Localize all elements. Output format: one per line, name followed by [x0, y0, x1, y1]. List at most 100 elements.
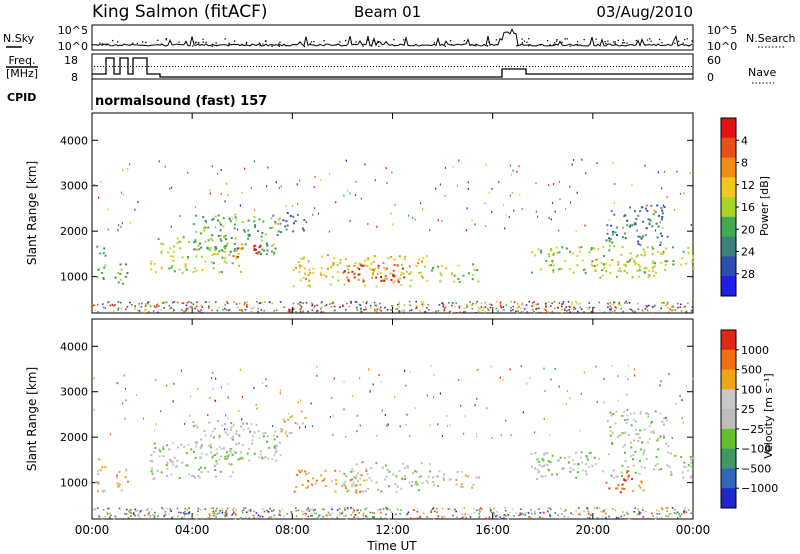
- power-cell: [222, 225, 225, 228]
- nave-dot: [484, 66, 485, 67]
- velocity-noise-cell: [311, 515, 314, 517]
- velocity-noise-cell: [208, 513, 211, 515]
- power-cell: [648, 269, 651, 272]
- freq-label-2: [MHz]: [6, 67, 38, 80]
- velocity-noise-cell: [263, 510, 266, 513]
- nsearch-dot: [258, 42, 260, 44]
- velocity-noise-cell: [128, 510, 130, 513]
- power-cell: [602, 245, 605, 248]
- power-sparse-cell: [439, 183, 441, 186]
- velocity-cell: [650, 422, 652, 425]
- nave-dot: [565, 66, 566, 67]
- power-noise-cell: [311, 309, 314, 311]
- power-sparse-cell: [608, 219, 610, 222]
- power-sparse-cell: [355, 180, 357, 183]
- power-noise-cell: [458, 305, 461, 307]
- power-noise-cell: [316, 309, 318, 312]
- power-noise-cell: [185, 308, 188, 311]
- power-cell: [647, 218, 650, 221]
- velocity-noise-cell: [441, 517, 443, 519]
- power-sparse-cell: [187, 171, 189, 174]
- power-sparse-cell: [441, 219, 443, 222]
- velocity-sparse-cell: [225, 414, 227, 417]
- velocity-noise-cell: [186, 508, 189, 511]
- power-noise-cell: [165, 301, 168, 304]
- nave-dot: [592, 66, 593, 67]
- velocity-cell: [662, 434, 665, 437]
- nsearch-dot: [99, 42, 101, 44]
- velocity-noise-cell: [350, 514, 353, 516]
- velocity-cell: [210, 446, 212, 449]
- power-noise-cell: [665, 304, 668, 307]
- power-noise-cell: [491, 304, 493, 306]
- power-cell: [124, 275, 127, 278]
- velocity-noise-cell: [661, 508, 664, 511]
- power-cell: [545, 260, 548, 262]
- nave-dot: [418, 66, 419, 67]
- velocity-noise-cell: [257, 517, 260, 520]
- power-noise-cell: [263, 309, 265, 312]
- power-noise-cell: [544, 303, 547, 305]
- power-noise-cell: [477, 307, 480, 309]
- velocity-noise-cell: [93, 508, 96, 511]
- velocity-cell: [345, 487, 347, 490]
- velocity-noise-cell: [249, 510, 252, 513]
- velocity-cell: [220, 447, 223, 450]
- velocity-noise-cell: [382, 508, 385, 510]
- power-noise-cell: [134, 308, 137, 310]
- velocity-cell: [242, 428, 245, 431]
- power-noise-cell: [646, 309, 649, 312]
- velocity-cell: [171, 460, 174, 463]
- power-cell: [357, 278, 360, 281]
- velocity-sparse-cell: [367, 368, 370, 371]
- power-cell: [307, 284, 310, 287]
- nsearch-dot: [561, 41, 563, 44]
- velocity-noise-cell: [558, 517, 561, 519]
- power-cell: [553, 264, 556, 267]
- power-noise-cell: [690, 309, 693, 312]
- velocity-ylabel: Slant Range [km]: [25, 367, 39, 471]
- nave-dot: [316, 66, 317, 67]
- velocity-sparse-cell: [626, 393, 628, 396]
- nave-dot: [631, 66, 632, 67]
- velocity-cell: [639, 486, 642, 489]
- power-sparse-cell: [569, 185, 571, 188]
- velocity-sparse-cell: [569, 397, 571, 400]
- power-sparse-cell: [225, 182, 228, 185]
- nave-dot: [595, 66, 596, 67]
- power-cell: [439, 280, 442, 283]
- velocity-cell: [380, 490, 383, 493]
- nave-dot: [325, 66, 326, 67]
- velocity-cell: [190, 448, 193, 451]
- velocity-cell: [125, 468, 128, 471]
- nave-dot: [94, 66, 95, 67]
- power-cell: [681, 257, 684, 260]
- velocity-noise-cell: [134, 508, 137, 511]
- nsearch-dot: [569, 45, 571, 47]
- power-cell: [610, 224, 613, 227]
- velocity-noise-cell: [208, 517, 211, 519]
- velocity-noise-cell: [344, 509, 346, 511]
- velocity-sparse-cell: [300, 399, 302, 402]
- power-cell: [184, 265, 187, 268]
- power-cell: [214, 253, 217, 256]
- velocity-sparse-cell: [227, 396, 229, 399]
- power-cell: [613, 213, 616, 216]
- velocity-noise-cell: [153, 515, 156, 517]
- velocity-noise-cell: [187, 507, 190, 510]
- velocity-noise-cell: [360, 509, 362, 512]
- power-cell: [240, 270, 242, 273]
- nave-dot: [574, 66, 575, 67]
- velocity-cell: [608, 453, 611, 456]
- velocity-noise-cell: [478, 509, 481, 511]
- nsearch-dot: [202, 38, 204, 40]
- power-cell: [662, 253, 665, 255]
- velocity-colorbar-label-tick: 1000: [741, 344, 769, 357]
- nave-dot: [607, 66, 608, 67]
- power-cell: [253, 226, 256, 229]
- power-ytick-label: 3000: [60, 180, 88, 193]
- velocity-sparse-cell: [172, 400, 174, 403]
- power-sparse-cell: [120, 191, 123, 194]
- power-noise-cell: [486, 307, 489, 310]
